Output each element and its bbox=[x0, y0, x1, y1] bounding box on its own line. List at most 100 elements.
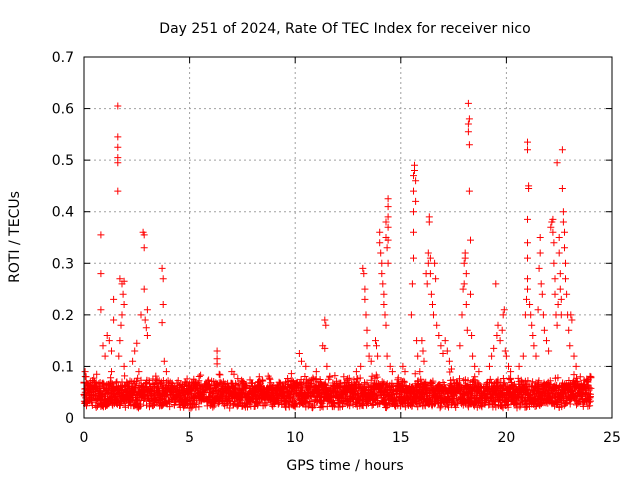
y-tick-label: 0.6 bbox=[52, 102, 74, 118]
data-point bbox=[401, 378, 409, 386]
data-point bbox=[435, 332, 443, 339]
data-point bbox=[492, 280, 500, 288]
data-point bbox=[142, 324, 150, 332]
data-point bbox=[360, 270, 368, 278]
data-point bbox=[537, 280, 545, 288]
data-point bbox=[524, 275, 531, 283]
data-point bbox=[213, 360, 221, 368]
data-point bbox=[166, 403, 174, 411]
data-point bbox=[535, 264, 543, 272]
data-point bbox=[536, 249, 544, 257]
data-point bbox=[384, 236, 392, 244]
data-point bbox=[419, 347, 427, 355]
data-point bbox=[410, 187, 417, 195]
data-point bbox=[114, 187, 122, 195]
data-point bbox=[559, 218, 567, 226]
data-point bbox=[114, 159, 122, 167]
data-point bbox=[99, 342, 107, 350]
axis-ticks: 0 5 10 15 20 25 0 0.1 0.2 0.3 0.4 0.5 0.6 0.7 bbox=[52, 50, 621, 446]
data-point bbox=[462, 270, 470, 278]
data-point bbox=[159, 301, 167, 308]
data-point bbox=[116, 337, 124, 345]
x-tick-label: 25 bbox=[603, 430, 621, 446]
data-point bbox=[468, 332, 476, 339]
data-point bbox=[519, 352, 527, 360]
data-point bbox=[321, 344, 329, 352]
data-point bbox=[502, 352, 510, 360]
data-point bbox=[263, 399, 271, 407]
data-point bbox=[298, 382, 306, 390]
data-point bbox=[471, 362, 479, 370]
data-point bbox=[117, 321, 125, 329]
data-point bbox=[460, 259, 468, 267]
data-point bbox=[576, 373, 584, 381]
data-point bbox=[322, 321, 330, 329]
data-point bbox=[316, 404, 324, 411]
data-point bbox=[587, 374, 595, 382]
data-point bbox=[529, 332, 537, 339]
data-point bbox=[384, 195, 392, 203]
data-point bbox=[559, 208, 567, 216]
data-point bbox=[140, 244, 148, 252]
data-point bbox=[556, 285, 564, 293]
data-point bbox=[312, 368, 320, 376]
data-point bbox=[376, 228, 384, 236]
x-axis-label: GPS time / hours bbox=[286, 458, 403, 474]
data-point bbox=[121, 372, 129, 380]
data-point bbox=[143, 306, 151, 314]
data-point bbox=[449, 376, 457, 384]
data-point bbox=[545, 347, 553, 355]
data-point bbox=[412, 197, 420, 205]
data-point bbox=[418, 337, 426, 345]
data-point bbox=[190, 375, 198, 383]
data-point bbox=[103, 332, 111, 339]
data-point bbox=[323, 362, 331, 370]
data-point bbox=[380, 290, 388, 298]
data-point bbox=[158, 264, 166, 272]
data-point bbox=[429, 301, 436, 308]
data-point bbox=[373, 373, 381, 381]
data-point bbox=[363, 326, 371, 334]
data-point bbox=[135, 368, 143, 376]
data-point bbox=[554, 301, 562, 308]
data-point bbox=[555, 249, 563, 257]
y-axis-label: ROTI / TECUs bbox=[7, 191, 23, 283]
data-point bbox=[120, 277, 128, 285]
data-point bbox=[137, 402, 145, 410]
data-point bbox=[302, 362, 310, 370]
data-point bbox=[561, 228, 568, 236]
y-tick-label: 0.7 bbox=[52, 50, 74, 66]
data-point bbox=[383, 352, 391, 360]
data-point bbox=[490, 344, 498, 352]
data-point bbox=[507, 368, 515, 376]
data-point bbox=[331, 372, 339, 380]
data-point bbox=[524, 239, 531, 247]
data-point bbox=[115, 352, 123, 360]
data-point bbox=[433, 321, 441, 329]
data-point bbox=[437, 342, 445, 350]
data-point bbox=[427, 290, 435, 298]
data-point bbox=[92, 403, 100, 411]
data-point bbox=[465, 187, 473, 195]
data-point bbox=[525, 182, 533, 190]
data-point bbox=[573, 374, 580, 382]
data-point bbox=[568, 316, 576, 324]
data-point bbox=[295, 350, 303, 357]
data-point bbox=[530, 342, 538, 350]
x-tick-label: 15 bbox=[392, 430, 410, 446]
data-point bbox=[501, 347, 509, 355]
data-point bbox=[410, 208, 417, 216]
data-point bbox=[362, 311, 370, 319]
data-point bbox=[266, 375, 274, 383]
data-point bbox=[583, 378, 591, 386]
data-point bbox=[141, 316, 149, 324]
data-point bbox=[401, 368, 409, 376]
data-point bbox=[443, 347, 451, 355]
data-point bbox=[197, 371, 205, 379]
data-point bbox=[359, 264, 367, 272]
data-point bbox=[408, 280, 416, 288]
data-point bbox=[496, 337, 504, 345]
data-point bbox=[426, 254, 434, 262]
data-point bbox=[378, 259, 386, 267]
